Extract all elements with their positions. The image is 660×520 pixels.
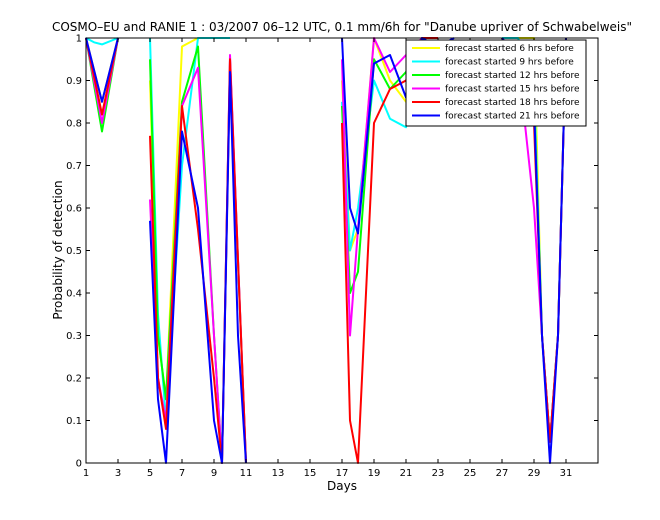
series-line-5 xyxy=(85,37,567,464)
series-line-4 xyxy=(85,37,567,464)
x-axis: 1 3 5 7 9 11 13 15 17 19 21 23 25 27 29 31 xyxy=(83,38,573,479)
x-tick-label: 25 xyxy=(464,468,477,479)
x-tick-label: 5 xyxy=(147,468,153,479)
y-axis: 0 0.1 0.2 0.3 0.4 0.5 0.6 0.7 0.8 0.9 1 xyxy=(66,34,598,470)
legend-label-1: forecast started 6 hrs before xyxy=(445,44,574,54)
x-tick-label: 1 xyxy=(83,468,89,479)
x-tick-label: 15 xyxy=(304,468,317,479)
x-tick-label: 3 xyxy=(115,468,121,479)
y-tick-label: 0.8 xyxy=(66,119,82,130)
x-tick-label: 11 xyxy=(240,468,253,479)
x-tick-label: 23 xyxy=(432,468,445,479)
legend-label-5: forecast started 18 hrs before xyxy=(445,98,580,108)
y-tick-label: 0.2 xyxy=(66,374,82,385)
y-tick-label: 0.9 xyxy=(66,76,82,87)
y-tick-label: 0.4 xyxy=(66,289,82,300)
legend-label-6: forecast started 21 hrs before xyxy=(445,112,580,122)
x-axis-label: Days xyxy=(327,479,357,493)
legend-box xyxy=(405,39,587,127)
x-tick-label: 29 xyxy=(528,468,541,479)
series-line-6 xyxy=(85,37,567,464)
y-tick-label: 1 xyxy=(76,34,82,45)
legend: forecast started 6 hrs before forecast st… xyxy=(405,39,587,127)
x-tick-label: 7 xyxy=(179,468,185,479)
y-tick-label: 0.7 xyxy=(66,161,82,172)
legend-label-3: forecast started 12 hrs before xyxy=(445,71,580,81)
chart-title: COSMO–EU and RANIE 1 : 03/2007 06–12 UTC… xyxy=(52,20,632,34)
series-layer xyxy=(85,37,567,464)
x-tick-label: 9 xyxy=(211,468,217,479)
x-tick-label: 13 xyxy=(272,468,285,479)
y-tick-label: 0.5 xyxy=(66,246,82,257)
y-tick-label: 0.1 xyxy=(66,416,82,427)
x-tick-label: 27 xyxy=(496,468,509,479)
y-tick-label: 0 xyxy=(76,459,82,470)
series-line-3 xyxy=(85,37,567,464)
y-tick-label: 0.6 xyxy=(66,204,82,215)
x-tick-label: 21 xyxy=(400,468,413,479)
series-line-2 xyxy=(85,37,567,443)
y-axis-label: Probability of detection xyxy=(51,180,65,319)
legend-label-4: forecast started 15 hrs before xyxy=(445,85,580,95)
x-tick-label: 31 xyxy=(560,468,573,479)
legend-label-2: forecast started 9 hrs before xyxy=(445,58,574,68)
x-tick-label: 19 xyxy=(368,468,381,479)
y-tick-label: 0.3 xyxy=(66,331,82,342)
x-tick-label: 17 xyxy=(336,468,349,479)
